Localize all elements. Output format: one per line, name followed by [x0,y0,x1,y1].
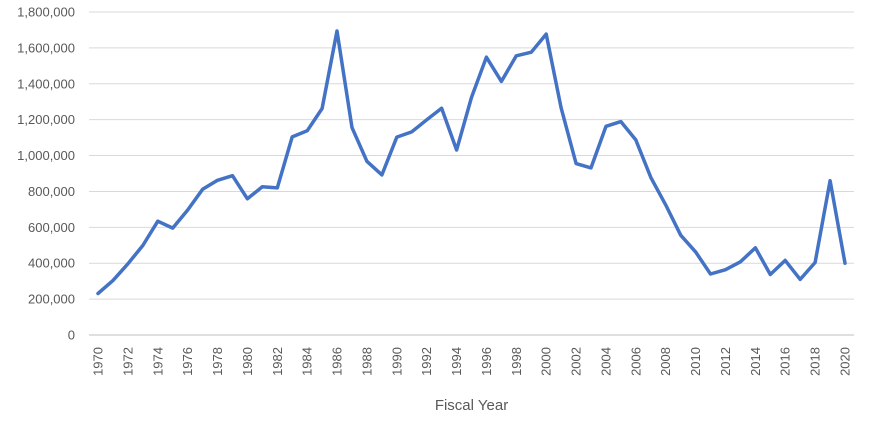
x-tick-label: 2008 [658,347,673,376]
x-tick-label: 2012 [718,347,733,376]
x-tick-label: 2018 [808,347,823,376]
x-tick-label: 2000 [539,347,554,376]
x-tick-label: 1990 [389,347,404,376]
x-tick-label: 1978 [210,347,225,376]
y-tick-label: 1,000,000 [17,148,75,163]
x-tick-label: 1992 [419,347,434,376]
x-tick-label: 1986 [330,347,345,376]
x-axis-tick-labels: 1970 1972 1974 1976 1978 1980 1982 1984 1986 1988… [91,347,853,376]
x-tick-label: 2006 [628,347,643,376]
x-tick-label: 1998 [509,347,524,376]
series-group [96,29,847,296]
x-tick-label: 1994 [449,347,464,376]
y-tick-label: 800,000 [28,184,75,199]
y-tick-label: 1,800,000 [17,5,75,20]
x-tick-label: 1974 [150,347,165,376]
x-tick-label: 1980 [240,347,255,376]
x-tick-label: 1982 [270,347,285,376]
x-axis-title: Fiscal Year [435,397,508,414]
x-tick-label: 1984 [300,347,315,376]
series-line [96,29,847,296]
y-tick-label: 1,200,000 [17,112,75,127]
y-tick-label: 600,000 [28,220,75,235]
x-tick-label: 1970 [91,347,106,376]
x-tick-label: 1972 [120,347,135,376]
x-tick-label: 2014 [748,347,763,376]
x-tick-label: 2020 [838,347,853,376]
y-tick-label: 1,400,000 [17,76,75,91]
x-tick-label: 1988 [359,347,374,376]
x-tick-label: 2010 [688,347,703,376]
x-tick-label: 2002 [569,347,584,376]
y-axis-tick-labels: 0 200,000 400,000 600,000 800,000 1,000,000 1,… [17,5,75,343]
y-tick-label: 200,000 [28,292,75,307]
gridlines [89,11,854,336]
y-tick-label: 0 [68,328,75,343]
x-tick-label: 2004 [598,347,613,376]
x-tick-label: 2016 [778,347,793,376]
x-tick-label: 1976 [180,347,195,376]
y-tick-label: 1,600,000 [17,40,75,55]
x-tick-label: 1996 [479,347,494,376]
y-tick-label: 400,000 [28,256,75,271]
